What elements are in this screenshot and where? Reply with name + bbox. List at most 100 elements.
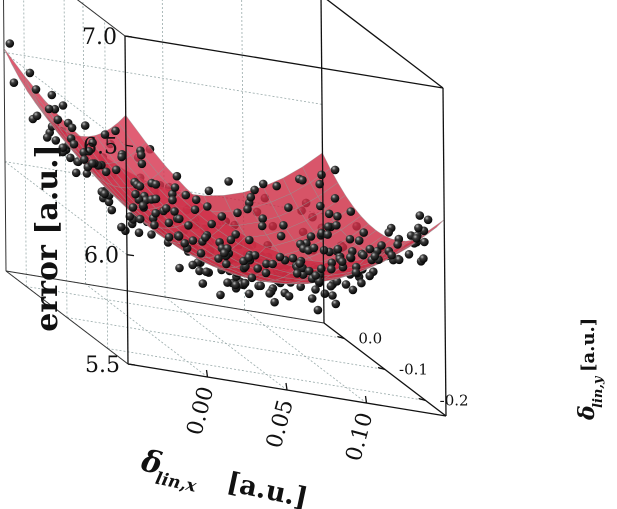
floor-grid-y-2 [107,348,426,401]
scatter-point [253,264,262,273]
scatter-point [104,197,114,207]
scatter-point [292,269,302,278]
scatter-point [214,254,223,263]
scatter-point [217,212,227,221]
z-tick-mark [125,144,134,147]
scatter-point [247,273,257,283]
scatter-point [359,250,368,260]
scatter-point [394,255,404,265]
scatter-point [330,194,340,203]
scatter-point [58,101,68,110]
scatter-point [136,150,146,160]
scatter-point [224,177,233,186]
scatter-point [66,153,75,163]
scatter-point [315,179,325,189]
scatter-point [31,85,41,94]
scatter-point [404,250,414,259]
scatter-point [359,228,369,237]
y-axis-title-unit: [a.u.] [578,318,599,372]
scatter-point [88,138,97,147]
floor-grid-y-1 [66,317,386,370]
y-tick-label: -0.2 [440,392,469,410]
scatter-point [370,251,380,261]
scatter-point [207,219,216,229]
side-wall-grid-y-0 [23,0,27,287]
scatter-point [190,205,200,214]
scatter-point [243,204,252,214]
scatter-point [137,159,147,169]
frame-front-edge-5 [124,35,444,89]
scatter-point [117,152,126,162]
x-tick-mark [285,382,288,391]
z-tick-label: 5.5 [85,353,120,378]
scatter-point [330,165,340,175]
scatter-point [323,222,333,231]
scatter-point [420,237,429,247]
scatter-point [188,260,197,270]
scatter-point [222,259,231,269]
scatter-point [262,259,271,269]
scatter-point [44,104,54,114]
scatter-point [331,299,341,309]
scatter-point [151,194,161,204]
scatter-point [244,253,253,262]
scatter-point [231,280,240,290]
scatter-point [328,291,337,300]
scatter-point [5,39,15,48]
y-axis-title: δ lin,y [a.u.] [574,318,606,421]
scatter-point [313,305,323,315]
scatter-point [135,214,145,224]
x-axis-title: δ lin,x [a.u.] [137,443,310,509]
scatter-point [258,179,268,189]
scatter-point [415,211,425,220]
scatter-point [351,268,361,277]
scatter-point [365,271,375,281]
scatter-point [323,230,332,239]
scatter-point [419,254,428,263]
frame-back-edge-0 [3,0,7,272]
scatter-point [268,259,278,269]
frame-back-edge-4 [5,270,129,365]
scatter-point [180,239,189,248]
z-tick-label: 7.0 [82,25,117,50]
scatter-point [298,175,307,185]
scatter-point [117,222,126,232]
back-wall-grid-x-1 [161,0,166,298]
scatter-point [170,183,180,192]
scatter-point [131,189,140,199]
scatter-point [256,281,266,291]
scatter-point [306,232,316,241]
scatter-point [233,208,242,218]
y-tick-mark [377,366,386,371]
scatter-point [162,204,171,213]
scatter-point [175,214,184,224]
x-tick-mark [364,395,368,404]
scatter-point [107,205,117,215]
scatter-point [279,221,288,230]
scatter-point [377,241,386,250]
scatter-point [365,244,375,254]
scatter-point [32,111,42,121]
scatter-point [58,143,68,152]
scatter-point [332,221,341,230]
scatter-point [128,203,138,212]
scatter-point [423,215,433,225]
scatter-point [311,271,321,280]
scatter-point [412,234,421,243]
scatter-point [333,244,343,254]
axis-box-back [3,0,325,365]
back-wall-grid-x-2 [241,0,245,311]
scatter-points-front [5,39,433,286]
z-tick-label: 6.5 [83,134,118,159]
scatter-point [203,202,212,211]
scatter-point [295,259,305,268]
scatter-point [134,228,144,237]
scatter-point [346,207,356,216]
z-tick-mark [127,363,136,366]
scatter-point [172,171,182,181]
scatter-point [101,167,111,177]
frame-front-edge-6 [442,87,447,417]
scatter-point [181,190,191,200]
scatter-point [317,264,326,274]
